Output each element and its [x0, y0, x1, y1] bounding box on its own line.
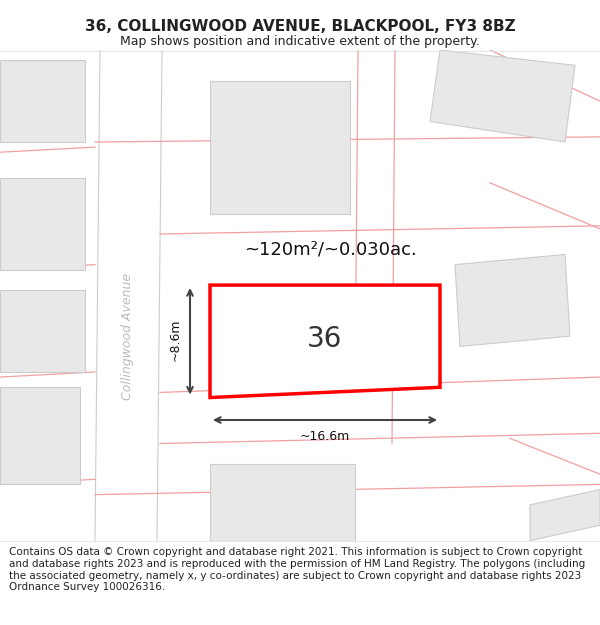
Polygon shape [455, 254, 570, 346]
Polygon shape [210, 285, 440, 398]
Polygon shape [430, 50, 575, 142]
Bar [225, 295, 355, 382]
Bar [0, 290, 85, 372]
Text: Contains OS data © Crown copyright and database right 2021. This information is : Contains OS data © Crown copyright and d… [9, 548, 585, 592]
Text: 36: 36 [307, 325, 343, 353]
Bar [0, 388, 80, 484]
Polygon shape [530, 489, 600, 541]
Bar [210, 81, 350, 214]
Text: Collingwood Avenue: Collingwood Avenue [121, 272, 134, 400]
Bar [0, 60, 85, 142]
Bar [210, 464, 355, 541]
Text: ~8.6m: ~8.6m [169, 318, 182, 361]
Text: Map shows position and indicative extent of the property.: Map shows position and indicative extent… [120, 36, 480, 48]
Bar [0, 177, 85, 270]
Text: 36, COLLINGWOOD AVENUE, BLACKPOOL, FY3 8BZ: 36, COLLINGWOOD AVENUE, BLACKPOOL, FY3 8… [85, 19, 515, 34]
Text: ~16.6m: ~16.6m [300, 430, 350, 443]
Text: ~120m²/~0.030ac.: ~120m²/~0.030ac. [244, 241, 416, 258]
